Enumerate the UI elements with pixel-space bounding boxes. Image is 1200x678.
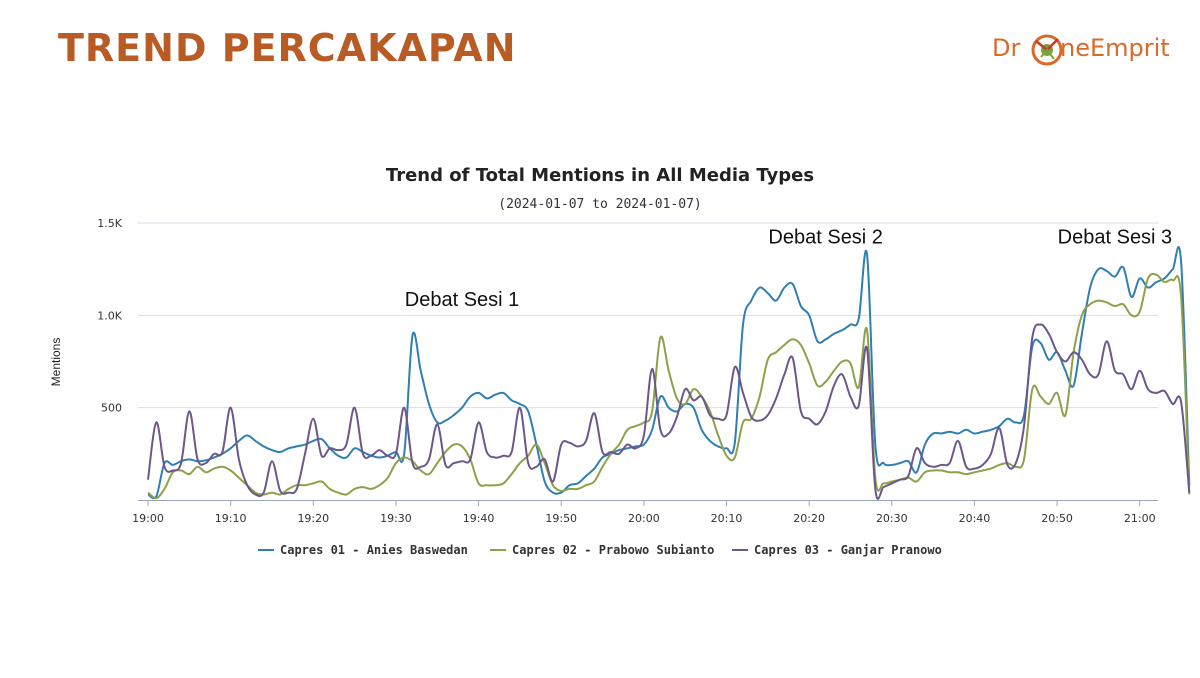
series-line-3 (147, 323, 1191, 500)
x-tick-label: 20:30 (876, 512, 908, 525)
x-axis-ticks: 19:00 19:10 19:20 19:30 19:40 19:50 20:00 20:10… (132, 500, 1156, 525)
series-line-1 (147, 246, 1191, 500)
page-title: TREND PERCAKAPAN (58, 26, 517, 70)
series-lines (147, 246, 1191, 500)
legend-label: Capres 03 - Ganjar Pranowo (754, 543, 942, 557)
logo-text-left: Dr (992, 34, 1021, 62)
x-tick-label: 19:20 (297, 512, 329, 525)
x-tick-label: 20:50 (1041, 512, 1073, 525)
legend-label: Capres 02 - Prabowo Subianto (512, 543, 715, 557)
chart-legend: Capres 01 - Anies Baswedan Capres 02 - Pr… (0, 538, 1200, 562)
annotation-label: Debat Sesi 2 (768, 226, 883, 248)
x-tick-label: 20:20 (793, 512, 825, 525)
x-tick-label: 19:50 (545, 512, 577, 525)
y-tick-label: 1.5K (97, 217, 122, 230)
chart-subtitle: (2024-01-07 to 2024-01-07) (498, 197, 702, 212)
annotation-label: Debat Sesi 1 (405, 289, 520, 311)
legend-item[interactable]: Capres 03 - Ganjar Pranowo (732, 538, 942, 562)
legend-label: Capres 01 - Anies Baswedan (280, 543, 468, 557)
x-tick-label: 19:10 (215, 512, 247, 525)
series-line-2 (147, 272, 1191, 500)
y-tick-label: 500 (101, 402, 122, 415)
x-tick-label: 20:10 (711, 512, 743, 525)
y-axis-label: Mentions (49, 338, 63, 387)
legend-swatch (732, 549, 748, 551)
trend-chart: Trend of Total Mentions in All Media Typ… (49, 165, 1191, 525)
annotations: Debat Sesi 1 Debat Sesi 2 Debat Sesi 3 (405, 226, 1172, 311)
drone-logo-icon (1031, 34, 1063, 66)
annotation-label: Debat Sesi 3 (1058, 226, 1173, 248)
y-axis-ticks: 500 1.0K 1.5K (97, 217, 122, 415)
legend-swatch (258, 549, 274, 551)
x-tick-label: 20:00 (628, 512, 660, 525)
x-tick-label: 21:00 (1124, 512, 1156, 525)
chart-title: Trend of Total Mentions in All Media Typ… (386, 165, 814, 186)
logo-text-right: neEmprit (1060, 34, 1170, 62)
x-tick-label: 19:40 (463, 512, 495, 525)
legend-swatch (490, 549, 506, 551)
x-tick-label: 20:40 (959, 512, 991, 525)
drone-emprit-logo: Dr neEmprit (992, 26, 1170, 76)
x-tick-label: 19:00 (132, 512, 164, 525)
x-tick-label: 19:30 (380, 512, 412, 525)
legend-item[interactable]: Capres 02 - Prabowo Subianto (490, 538, 714, 562)
y-tick-label: 1.0K (97, 309, 122, 322)
legend-item[interactable]: Capres 01 - Anies Baswedan (258, 538, 468, 562)
